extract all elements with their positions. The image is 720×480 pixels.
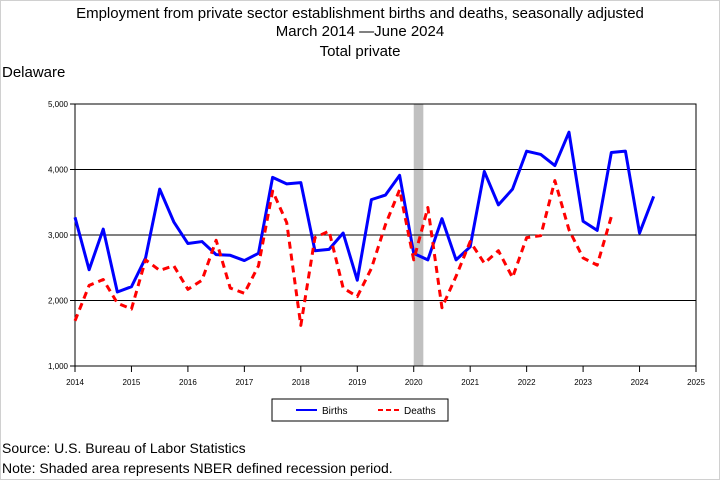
legend-deaths-label: Deaths: [404, 406, 436, 417]
series-line-deaths: [73, 179, 613, 327]
x-tick-label: 2018: [292, 378, 310, 387]
x-tick-label: 2023: [574, 378, 592, 387]
plot-border: [74, 103, 697, 367]
series-line-births: [73, 130, 656, 294]
chart-title: Employment from private sector establish…: [76, 5, 644, 22]
chart-subtitle-series: Total private: [319, 43, 401, 60]
legend-box: [271, 398, 449, 422]
x-tick-label: 2025: [687, 378, 705, 387]
x-tick-label: 2017: [235, 378, 253, 387]
y-tick-label: 3,000: [48, 231, 69, 240]
x-tick-label: 2022: [518, 378, 536, 387]
source-note: Source: U.S. Bureau of Labor Statistics: [2, 440, 246, 456]
chart-svg: 1,000 2,000 3,000 4,000 5,000 2014 2015 2016 201…: [48, 100, 705, 422]
legend-births-label: Births: [322, 406, 348, 417]
y-tick-label: 1,000: [48, 362, 69, 371]
x-tick-label: 2020: [405, 378, 423, 387]
x-tick-label: 2016: [179, 378, 197, 387]
x-tick-label: 2019: [348, 378, 366, 387]
x-tick-label: 2014: [66, 378, 84, 387]
x-tick-label: 2024: [631, 378, 649, 387]
x-tick-label: 2015: [123, 378, 141, 387]
chart-subtitle: March 2014 —June 2024: [275, 23, 445, 40]
y-tick-label: 5,000: [48, 100, 69, 109]
y-tick-label: 2,000: [48, 297, 69, 306]
y-tick-label: 4,000: [48, 166, 69, 175]
region-label: Delaware: [2, 64, 66, 81]
recession-note: Note: Shaded area represents NBER define…: [2, 460, 393, 476]
x-tick-label: 2021: [461, 378, 479, 387]
